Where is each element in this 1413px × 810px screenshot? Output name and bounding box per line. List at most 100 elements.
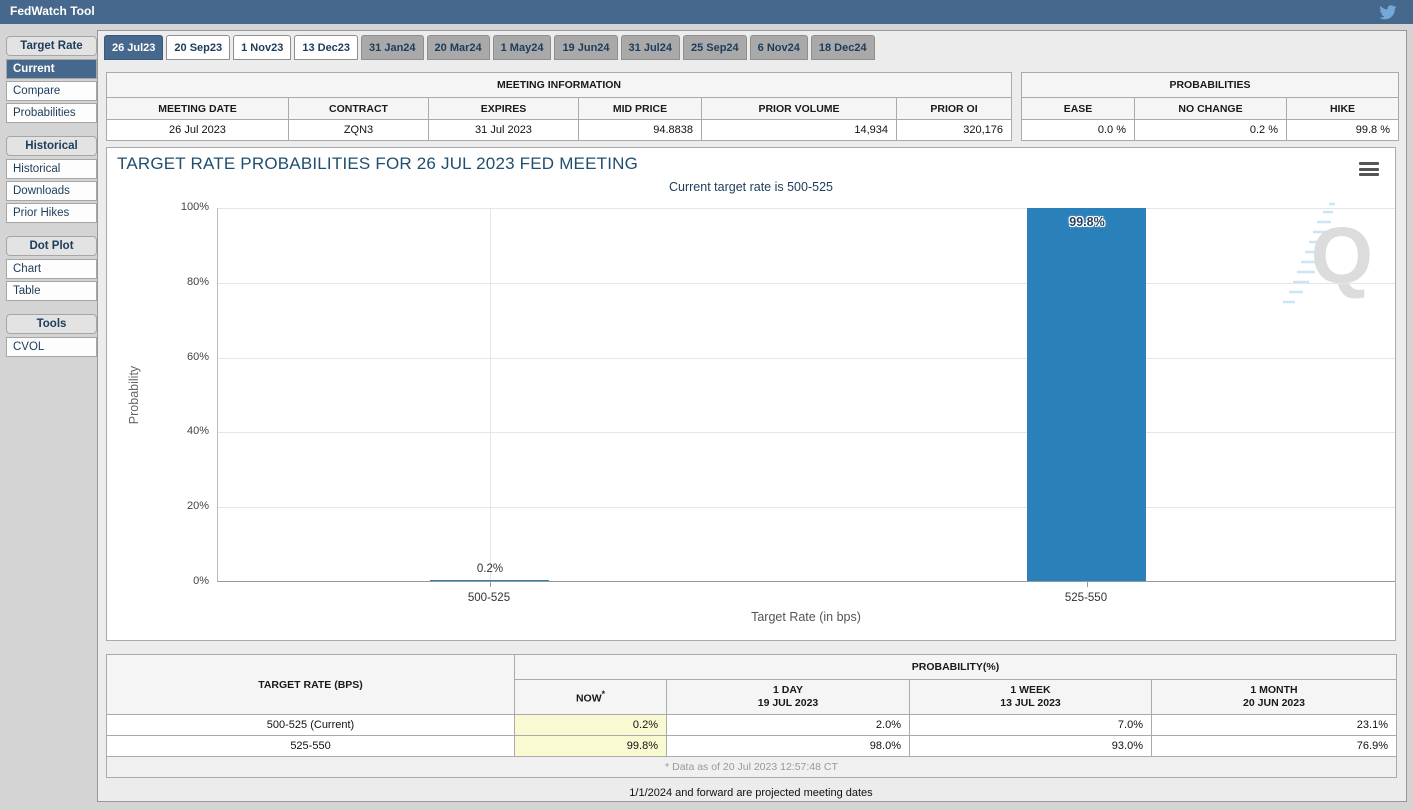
sidebar-item-chart[interactable]: Chart	[6, 259, 97, 279]
prob-summary-header-row: EASE NO CHANGE HIKE	[1021, 97, 1399, 120]
sidebar-item-cvol[interactable]: CVOL	[6, 337, 97, 357]
y-tick-label: 80%	[186, 276, 209, 288]
tab-1-nov23[interactable]: 1 Nov23	[233, 35, 292, 60]
sidebar-header-target-rate: Target Rate	[6, 36, 97, 56]
x-category-label: 500-525	[467, 592, 511, 604]
y-tick-label: 40%	[186, 425, 209, 437]
y-tick-label: 60%	[186, 351, 209, 363]
projected-dates-note: 1/1/2024 and forward are projected meeti…	[629, 787, 873, 799]
main-panel: 26 Jul23 20 Sep23 1 Nov23 13 Dec23 31 Jan24 2…	[97, 30, 1407, 802]
probability-cell: 2.0%	[666, 714, 910, 736]
sidebar-item-historical[interactable]: Historical	[6, 159, 97, 179]
sidebar-item-probabilities[interactable]: Probabilities	[6, 103, 97, 123]
rate-cell: 525-550	[106, 735, 515, 757]
meeting-info-col-mid-price: MID PRICE	[578, 97, 702, 120]
meeting-info-col-meeting-date: MEETING DATE	[106, 97, 289, 120]
gridline-horizontal	[218, 358, 1395, 359]
footnote-row: * Data as of 20 Jul 2023 12:57:48 CT	[106, 756, 1397, 778]
probability-group-header: PROBABILITY(%)	[514, 654, 1397, 680]
meeting-info-value-expires: 31 Jul 2023	[428, 119, 579, 141]
probability-history: TARGET RATE (BPS) PROBABILITY(%) NOW* 1 DAY…	[106, 654, 1397, 778]
twitter-icon[interactable]	[1379, 3, 1397, 21]
x-axis-tick	[1087, 582, 1088, 587]
gridline-horizontal	[218, 208, 1395, 209]
tab-19-jun24[interactable]: 19 Jun24	[554, 35, 618, 60]
meeting-info-title: MEETING INFORMATION	[106, 72, 1012, 98]
probability-bar	[1027, 208, 1146, 581]
y-tick-label: 0%	[193, 575, 209, 587]
tab-31-jan24[interactable]: 31 Jan24	[361, 35, 424, 60]
prob-summary-data-row: 0.0 % 0.2 % 99.8 %	[1021, 119, 1399, 141]
rate-cell: 500-525 (Current)	[106, 714, 515, 736]
bar-value-label: 0.2%	[476, 563, 504, 575]
probability-cell: 93.0%	[909, 735, 1152, 757]
x-axis-tick	[490, 582, 491, 587]
prob-summary-value-hike: 99.8 %	[1286, 119, 1399, 141]
target-rate-header: TARGET RATE (BPS)	[106, 654, 515, 715]
bar-value-label: 99.8%	[1069, 215, 1105, 229]
y-tick-label: 20%	[186, 500, 209, 512]
tab-26-jul23[interactable]: 26 Jul23	[104, 35, 164, 60]
meeting-info-value-contract: ZQN3	[288, 119, 429, 141]
sidebar-header-tools: Tools	[6, 314, 97, 334]
meeting-info-value-meeting-date: 26 Jul 2023	[106, 119, 289, 141]
prob-summary-title: PROBABILITIES	[1021, 72, 1399, 98]
prob-history-subheader-row: NOW* 1 DAY 19 JUL 2023 1 WEEK 13 JUL 2023 1 M…	[107, 679, 1397, 715]
sidebar-item-current[interactable]: Current	[6, 59, 97, 79]
probability-cell: 99.8%	[514, 735, 667, 757]
y-axis-title: Probability	[127, 365, 141, 425]
meeting-info-value-prior-volume: 14,934	[701, 119, 897, 141]
sidebar-header-dot-plot: Dot Plot	[6, 236, 97, 256]
meeting-info-header-row: MEETING DATE CONTRACT EXPIRES MID PRICE PRIO…	[106, 97, 1012, 120]
app-title-bar: FedWatch Tool	[0, 0, 1413, 24]
meeting-info-caption-row: MEETING INFORMATION	[106, 72, 1012, 98]
probability-cell: 0.2%	[514, 714, 667, 736]
chart-menu-icon[interactable]	[1359, 162, 1379, 176]
chart-subtitle: Current target rate is 500-525	[669, 180, 833, 194]
probability-cell: 76.9%	[1151, 735, 1397, 757]
gridline-horizontal	[218, 507, 1395, 508]
sidebar-item-prior-hikes[interactable]: Prior Hikes	[6, 203, 97, 223]
tab-20-mar24[interactable]: 20 Mar24	[426, 35, 490, 60]
probability-cell: 98.0%	[666, 735, 910, 757]
meeting-info-col-contract: CONTRACT	[288, 97, 429, 120]
col-header-1-week: 1 WEEK 13 JUL 2023	[909, 679, 1152, 715]
tab-6-nov24[interactable]: 6 Nov24	[749, 35, 808, 60]
x-category-label: 525-550	[1064, 592, 1108, 604]
prob-summary-col-no-change: NO CHANGE	[1134, 97, 1287, 120]
sidebar-item-downloads[interactable]: Downloads	[6, 181, 97, 201]
chart-title: TARGET RATE PROBABILITIES FOR 26 JUL 202…	[117, 154, 639, 173]
tab-31-jul24[interactable]: 31 Jul24	[620, 35, 680, 60]
prob-summary-col-ease: EASE	[1021, 97, 1135, 120]
tab-25-sep24[interactable]: 25 Sep24	[682, 35, 747, 60]
prob-summary-value-no-change: 0.2 %	[1134, 119, 1287, 141]
meeting-info-data-row: 26 Jul 2023 ZQN3 31 Jul 2023 94.8838 14,934 3…	[106, 119, 1012, 141]
data-as-of-footnote: * Data as of 20 Jul 2023 12:57:48 CT	[106, 756, 1397, 778]
probability-bar	[430, 580, 549, 581]
meeting-info-col-expires: EXPIRES	[428, 97, 579, 120]
tab-13-dec23[interactable]: 13 Dec23	[294, 35, 359, 60]
gridline-horizontal	[218, 283, 1395, 284]
prob-history-group-row: TARGET RATE (BPS) PROBABILITY(%)	[106, 654, 1397, 715]
probability-cell: 7.0%	[909, 714, 1152, 736]
sidebar-item-compare[interactable]: Compare	[6, 81, 97, 101]
x-axis-title: Target Rate (in bps)	[751, 610, 861, 624]
probability-chart: TARGET RATE PROBABILITIES FOR 26 JUL 202…	[106, 147, 1396, 641]
table-row: 525-550 99.8% 98.0% 93.0% 76.9%	[106, 735, 1397, 757]
col-header-1-day: 1 DAY 19 JUL 2023	[666, 679, 910, 715]
chart-plot-area: 0.2% 99.8%	[217, 208, 1395, 587]
sidebar-item-table[interactable]: Table	[6, 281, 97, 301]
table-row: 500-525 (Current) 0.2% 2.0% 7.0% 23.1%	[106, 714, 1397, 736]
tab-20-sep23[interactable]: 20 Sep23	[166, 35, 231, 60]
gridline-vertical	[490, 208, 491, 581]
tab-1-may24[interactable]: 1 May24	[492, 35, 552, 60]
probability-history-table: TARGET RATE (BPS) PROBABILITY(%) NOW* 1 DAY…	[106, 654, 1397, 778]
meeting-info-col-prior-oi: PRIOR OI	[896, 97, 1012, 120]
gridline-horizontal	[218, 432, 1395, 433]
meeting-information-table: MEETING INFORMATION MEETING DATE CONTRACT E…	[106, 72, 1012, 141]
probabilities-summary-table: PROBABILITIES EASE NO CHANGE HIKE 0.0 % 0.2 %…	[1021, 72, 1399, 141]
app-title: FedWatch Tool	[10, 4, 95, 18]
tab-18-dec24[interactable]: 18 Dec24	[810, 35, 875, 60]
meeting-info-value-prior-oi: 320,176	[896, 119, 1012, 141]
sidebar-header-historical: Historical	[6, 136, 97, 156]
